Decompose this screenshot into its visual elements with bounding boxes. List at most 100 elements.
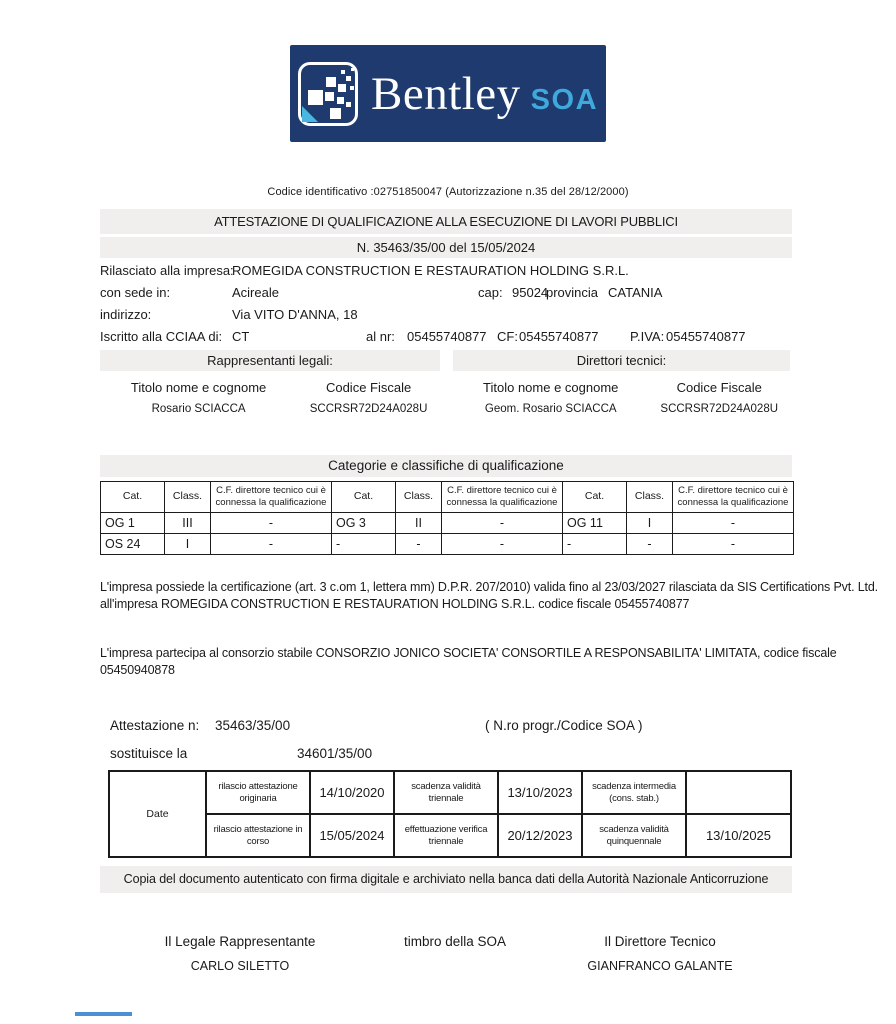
cf-value: - — [210, 511, 332, 534]
cciaa-value: CT — [232, 329, 250, 344]
date-cell-value: 13/10/2025 — [685, 813, 792, 858]
class-value: - — [395, 532, 442, 555]
attestazione-row: Attestazione n: 35463/35/00 ( N.ro progr… — [110, 718, 810, 736]
rappresentante-row: Rosario SCIACCA SCCRSR72D24A028U — [100, 403, 440, 415]
document-number-date: N. 35463/35/00 del 15/05/2024 — [100, 237, 792, 258]
date-cell-value — [685, 770, 792, 815]
attestazione-label: Attestazione n: — [110, 718, 200, 733]
header-cf-direttore: C.F. direttore tecnico cui è connessa la… — [210, 481, 332, 513]
signature-direttore-tecnico: Il Direttore Tecnico GIANFRANCO GALANTE — [555, 934, 765, 973]
col-header-nome: Titolo nome e cognome — [130, 380, 267, 395]
cf-value: - — [441, 532, 563, 555]
header-cf-direttore: C.F. direttore tecnico cui è connessa la… — [672, 481, 794, 513]
page-edge-mark — [75, 1012, 132, 1016]
anticorruzione-notice: Copia del documento autenticato con firm… — [100, 866, 792, 893]
header-class: Class. — [164, 481, 211, 513]
cf-value: - — [672, 532, 794, 555]
sostituisce-label: sostituisce la — [110, 746, 188, 761]
date-cell-label: scadenza validità quinquennale — [581, 813, 687, 858]
cciaa-label: Iscritto alla CCIAA di: — [100, 329, 223, 344]
indirizzo-label: indirizzo: — [100, 307, 152, 322]
categorie-row-1: OG 1 III - OG 3 II - OG 11 I - — [100, 511, 794, 534]
bentley-mosaic-page-icon — [297, 61, 358, 126]
row-rilasciato: Rilasciato alla impresa: ROMEGIDA CONSTR… — [100, 263, 800, 283]
cat-value: - — [331, 532, 396, 555]
logo-soa-text: SOA — [530, 83, 599, 116]
header-cf-direttore: C.F. direttore tecnico cui è connessa la… — [441, 481, 563, 513]
signature-role: timbro della SOA — [403, 934, 507, 949]
alnr-label: al nr: — [366, 329, 395, 344]
cf-value: - — [672, 511, 794, 534]
cat-value: OG 1 — [100, 511, 165, 534]
signature-timbro-soa: timbro della SOA — [370, 934, 540, 959]
date-cell-value: 15/05/2024 — [309, 813, 395, 858]
col-header-cf: Codice Fiscale — [325, 380, 412, 395]
date-cell-label: scadenza validità triennale — [393, 770, 499, 815]
signature-name: CARLO SILETTO — [190, 959, 290, 973]
class-value: I — [626, 511, 673, 534]
date-cell-label: rilascio attestazione in corso — [205, 813, 311, 858]
date-cell-value: 13/10/2023 — [497, 770, 583, 815]
cf-value: - — [441, 511, 563, 534]
cf-value: 05455740877 — [519, 329, 599, 344]
paragraph-certificazione: L'impresa possiede la certificazione (ar… — [100, 580, 878, 611]
header-class: Class. — [395, 481, 442, 513]
cf-value: - — [210, 532, 332, 555]
direttore-row: Geom. Rosario SCIACCA SCCRSR72D24A028U — [453, 403, 790, 415]
class-value: I — [164, 532, 211, 555]
date-cell-value: 14/10/2020 — [309, 770, 395, 815]
row-sede: con sede in: Acireale cap: 95024 provinc… — [100, 285, 800, 305]
class-value: II — [395, 511, 442, 534]
attestazione-nota: ( N.ro progr./Codice SOA ) — [485, 718, 643, 733]
categorie-header-row: Cat. Class. C.F. direttore tecnico cui è… — [100, 481, 794, 513]
attestazione-numero: 35463/35/00 — [215, 718, 291, 733]
rappresentante-cf: SCCRSR72D24A028U — [309, 403, 428, 415]
row-indirizzo: indirizzo: Via VITO D'ANNA, 18 — [100, 307, 800, 327]
provincia-value: CATANIA — [608, 285, 663, 300]
logo-wordmark: Bentley SOA — [371, 67, 598, 121]
cat-value: OG 11 — [562, 511, 627, 534]
signature-legale-rappresentante: Il Legale Rappresentante CARLO SILETTO — [130, 934, 350, 973]
date-row-label: Date — [108, 770, 207, 858]
piva-value: 05455740877 — [666, 329, 746, 344]
date-cell-label: scadenza intermedia (cons. stab.) — [581, 770, 687, 815]
signature-name: GIANFRANCO GALANTE — [587, 959, 733, 973]
date-table: Date rilascio attestazione originaria 14… — [108, 770, 792, 858]
section-direttori-tecnici: Direttori tecnici: Titolo nome e cognome… — [453, 350, 790, 415]
date-cell-label: rilascio attestazione originaria — [205, 770, 311, 815]
paragraph-consorzio: L'impresa partecipa al consorzio stabile… — [100, 646, 837, 677]
signature-role: Il Legale Rappresentante — [164, 934, 316, 949]
sede-label: con sede in: — [100, 285, 171, 300]
class-value: - — [626, 532, 673, 555]
page-fold-corner — [301, 105, 318, 122]
sostituisce-value: 34601/35/00 — [297, 746, 373, 761]
date-cell-value: 20/12/2023 — [497, 813, 583, 858]
col-header-cf: Codice Fiscale — [676, 380, 762, 395]
cat-value: OS 24 — [100, 532, 165, 555]
header-cat: Cat. — [100, 481, 165, 513]
indirizzo-value: Via VITO D'ANNA, 18 — [232, 307, 358, 322]
header-cat: Cat. — [562, 481, 627, 513]
cat-value: - — [562, 532, 627, 555]
rappresentante-name: Rosario SCIACCA — [151, 403, 246, 415]
cf-label: CF: — [497, 329, 518, 344]
header-class: Class. — [626, 481, 673, 513]
date-row-2: rilascio attestazione in corso 15/05/202… — [109, 813, 792, 858]
cap-value: 95024 — [512, 285, 549, 300]
codice-identificativo-line: Codice identificativo :02751850047 (Auto… — [267, 186, 629, 198]
piva-label: P.IVA: — [630, 329, 665, 344]
direttore-name: Geom. Rosario SCIACCA — [484, 403, 617, 415]
signature-role: Il Direttore Tecnico — [604, 934, 716, 949]
date-row-1: Date rilascio attestazione originaria 14… — [108, 770, 792, 858]
sede-value: Acireale — [232, 285, 279, 300]
alnr-value: 05455740877 — [407, 329, 487, 344]
cap-label: cap: — [478, 285, 503, 300]
direttore-cf: SCCRSR72D24A028U — [660, 403, 779, 415]
categorie-table: Cat. Class. C.F. direttore tecnico cui è… — [100, 481, 794, 555]
rilasciato-label: Rilasciato alla impresa: — [100, 263, 234, 278]
header-cat: Cat. — [331, 481, 396, 513]
date-cell-label: effettuazione verifica triennale — [393, 813, 499, 858]
direttori-title: Direttori tecnici: — [453, 350, 790, 371]
cat-value: OG 3 — [331, 511, 396, 534]
